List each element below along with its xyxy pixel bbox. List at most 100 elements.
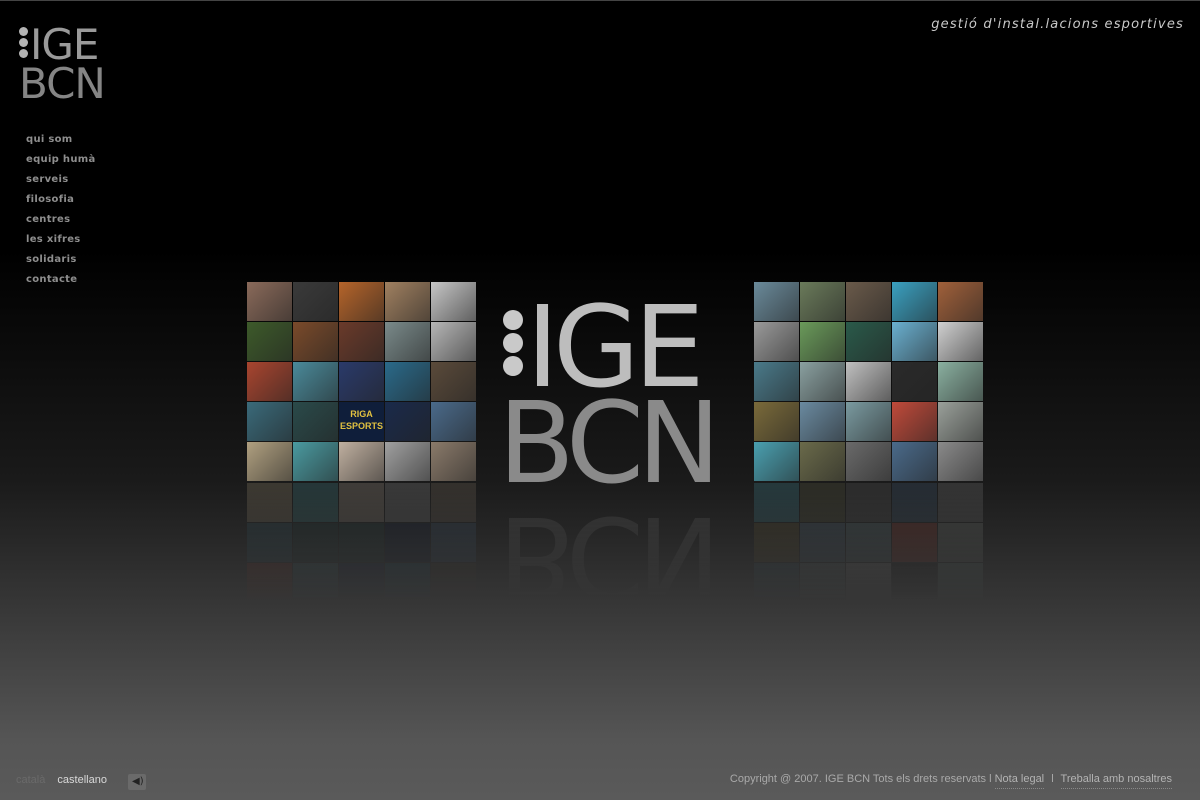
center-logo-dot-icon [503,356,523,376]
photo-tile-reflection [339,483,384,522]
speaker-icon[interactable]: ◀) [128,774,146,790]
photo-tile-reflection [938,563,983,602]
nav-item-equip-huma[interactable]: equip humà [26,154,96,165]
photo-tile [800,282,845,321]
photo-tile [938,442,983,481]
photo-tile-reflection [892,483,937,522]
photo-tile [846,282,891,321]
photo-tile [385,322,430,361]
center-logo-reflection-text: BCN [498,500,714,600]
center-logo: IGE BCN [498,292,743,509]
photo-tile [431,282,476,321]
photo-tile [754,402,799,441]
photo-tile [846,362,891,401]
lang-catala-link[interactable]: català [16,774,46,786]
photo-tile [754,362,799,401]
photo-tile [431,362,476,401]
photo-tile-reflection [800,563,845,602]
photo-tile [754,442,799,481]
nav-item-centres[interactable]: centres [26,214,71,225]
photo-tile [800,362,845,401]
photo-tile-reflection [293,483,338,522]
nav-item-filosofia[interactable]: filosofia [26,194,75,205]
photo-tile [247,442,292,481]
photo-tile [892,442,937,481]
photo-tile [892,282,937,321]
photo-tile [385,282,430,321]
photo-mosaic-right-reflection [754,483,986,603]
copyright-text: Copyright @ 2007. IGE BCN Tots els drets… [729,773,992,785]
center-logo-dot-icon [503,310,523,330]
photo-tile [938,322,983,361]
photo-tile [846,402,891,441]
legal-notice-link[interactable]: Nota legal [994,773,1045,789]
photo-tile [339,322,384,361]
photo-tile [431,442,476,481]
photo-tile [385,442,430,481]
photo-tile-reflection [247,523,292,562]
photo-tile [247,282,292,321]
photo-tile [247,402,292,441]
photo-tile-reflection [846,523,891,562]
photo-tile-reflection [431,523,476,562]
photo-tile-reflection [385,563,430,602]
work-with-us-link[interactable]: Treballa amb nosaltres [1060,773,1172,789]
photo-tile [431,322,476,361]
photo-tile-reflection [339,563,384,602]
photo-tile [800,442,845,481]
center-logo-text-bottom: BCN [498,379,721,509]
photo-tile [800,322,845,361]
site-logo[interactable]: IGE BCN [19,24,119,106]
photo-tile [846,322,891,361]
top-border [0,0,1200,1]
photo-tile [339,442,384,481]
photo-tile-reflection [247,483,292,522]
photo-tile-reflection [892,563,937,602]
photo-tile [293,322,338,361]
photo-tile [754,282,799,321]
photo-tile-reflection [339,523,384,562]
photo-mosaic-left: RIGA ESPORTS [247,282,479,482]
photo-tile [293,362,338,401]
photo-mosaic-right [754,282,986,482]
photo-tile [247,322,292,361]
photo-tile [339,362,384,401]
nav-item-serveis[interactable]: serveis [26,174,69,185]
nav-item-solidaris[interactable]: solidaris [26,254,77,265]
photo-tile [431,402,476,441]
photo-tile-reflection [938,483,983,522]
photo-tile [892,322,937,361]
photo-tile-reflection [846,483,891,522]
photo-tile-reflection [754,483,799,522]
photo-tile-reflection [293,563,338,602]
nav-item-contacte[interactable]: contacte [26,274,78,285]
photo-tile-reflection [754,563,799,602]
photo-tile [293,402,338,441]
photo-tile-reflection [754,523,799,562]
main-navigation: qui som equip humà serveis filosofia cen… [26,132,96,292]
photo-tile: RIGA ESPORTS [339,402,384,441]
logo-text-top: IGE [30,20,99,69]
center-logo-text-top: IGE [526,283,705,413]
photo-tile-reflection [247,563,292,602]
photo-tile-reflection [293,523,338,562]
language-switcher: català castellano [16,774,116,786]
photo-tile [339,282,384,321]
lang-castellano-link[interactable]: castellano [57,774,107,786]
photo-tile [385,402,430,441]
photo-tile [892,402,937,441]
photo-tile [892,362,937,401]
photo-tile [938,282,983,321]
footer-separator: l [1051,773,1054,785]
photo-tile [800,402,845,441]
center-logo-reflection: BCN [498,500,743,600]
nav-item-qui-som[interactable]: qui som [26,134,73,145]
nav-item-les-xifres[interactable]: les xifres [26,234,81,245]
photo-tile [293,442,338,481]
photo-tile [247,362,292,401]
photo-tile [385,362,430,401]
photo-tile [938,362,983,401]
center-logo-dot-icon [503,333,523,353]
photo-tile-reflection [385,483,430,522]
photo-tile-reflection [892,523,937,562]
